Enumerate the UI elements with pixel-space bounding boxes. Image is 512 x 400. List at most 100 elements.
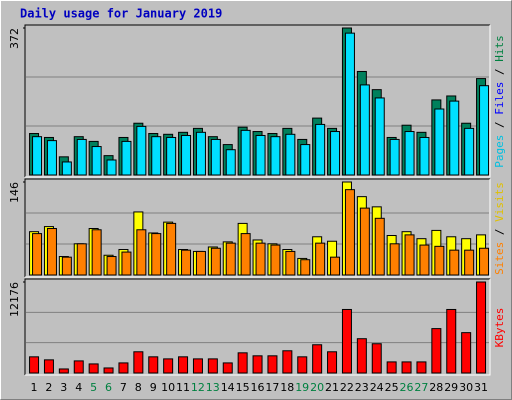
- side-label-part: Files: [493, 82, 506, 115]
- side-label-part: Hits: [493, 35, 506, 62]
- x-tick-label: 20: [310, 381, 324, 394]
- chart-title: Daily usage for January 2019: [20, 7, 222, 21]
- bar: [416, 361, 427, 374]
- bar: [195, 131, 206, 176]
- bar: [327, 351, 338, 374]
- x-tick-label: 31: [474, 381, 488, 394]
- bar: [240, 129, 251, 176]
- bar: [371, 343, 382, 374]
- bar: [76, 243, 87, 276]
- side-label: Sites / Visits: [493, 182, 506, 275]
- bar: [464, 249, 475, 276]
- bar: [449, 249, 460, 276]
- bar: [210, 247, 221, 276]
- x-tick-label: 29: [444, 381, 458, 394]
- bar: [252, 355, 263, 374]
- bar: [210, 138, 221, 176]
- bar: [151, 136, 162, 176]
- x-tick-label: 5: [90, 381, 97, 394]
- bar: [330, 256, 341, 276]
- x-tick-label: 7: [120, 381, 127, 394]
- bar: [419, 136, 430, 176]
- bar: [476, 281, 487, 374]
- side-label-part: /: [493, 115, 506, 135]
- bar: [106, 256, 117, 276]
- side-label-part: Visits: [493, 182, 506, 222]
- panel-edge-dark: [24, 24, 490, 177]
- x-tick-label: 23: [355, 381, 369, 394]
- bar: [389, 138, 400, 176]
- bar: [32, 233, 43, 276]
- x-tick-label: 22: [340, 381, 354, 394]
- bar: [58, 368, 69, 374]
- bar: [255, 134, 266, 176]
- x-tick-label: 14: [221, 381, 235, 394]
- x-tick-label: 9: [150, 381, 157, 394]
- bar: [133, 351, 144, 374]
- bar: [312, 344, 323, 374]
- panel-edge-light: [25, 279, 491, 376]
- bar: [255, 242, 266, 276]
- bar: [431, 328, 442, 374]
- bar: [464, 127, 475, 176]
- panel-edge-light: [25, 179, 491, 278]
- bar: [136, 229, 147, 276]
- bar: [386, 361, 397, 374]
- bar: [434, 245, 445, 276]
- y-tick-label: 12176: [8, 282, 21, 317]
- x-tick-label: 30: [459, 381, 473, 394]
- bar: [46, 140, 57, 176]
- bar: [449, 100, 460, 176]
- side-label: KBytes: [493, 308, 506, 348]
- bar: [285, 250, 296, 276]
- x-tick-label: 17: [265, 381, 279, 394]
- bar: [344, 189, 355, 276]
- x-tick-label: 27: [414, 381, 428, 394]
- bar: [315, 123, 326, 176]
- bar: [356, 338, 367, 374]
- x-tick-label: 13: [206, 381, 220, 394]
- bar: [225, 242, 236, 276]
- bar: [401, 361, 412, 374]
- side-label-part: Sites: [493, 242, 506, 275]
- bar: [270, 244, 281, 276]
- bar: [341, 308, 352, 374]
- bar: [166, 222, 177, 276]
- bar: [479, 247, 490, 276]
- bar: [270, 136, 281, 176]
- side-label-part: Pages: [493, 135, 506, 168]
- bar: [181, 249, 192, 276]
- bar: [73, 360, 84, 374]
- x-tick-label: 18: [280, 381, 294, 394]
- bar: [61, 256, 72, 276]
- bar: [178, 356, 189, 374]
- x-tick-label: 24: [370, 381, 384, 394]
- bar: [106, 159, 117, 176]
- x-tick-label: 3: [60, 381, 67, 394]
- x-tick-label: 15: [236, 381, 250, 394]
- x-tick-label: 19: [295, 381, 309, 394]
- bar: [32, 136, 43, 176]
- panel-edge-dark: [24, 278, 490, 375]
- x-tick-label: 2: [45, 381, 52, 394]
- bar: [222, 362, 233, 374]
- bar: [192, 358, 203, 374]
- panel-edge-dark: [24, 178, 490, 277]
- x-tick-label: 10: [161, 381, 175, 394]
- bar: [163, 358, 174, 374]
- bar: [46, 228, 57, 276]
- side-label: Pages / Files / Hits: [493, 35, 506, 168]
- x-tick-label: 25: [385, 381, 399, 394]
- bar: [374, 217, 385, 276]
- bar: [315, 242, 326, 276]
- x-tick-label: 6: [105, 381, 112, 394]
- bar: [434, 108, 445, 176]
- side-label-part: KBytes: [493, 308, 506, 348]
- x-tick-label: 4: [75, 381, 82, 394]
- bar: [151, 233, 162, 276]
- bar: [344, 32, 355, 176]
- bar: [446, 308, 457, 374]
- side-label-part: /: [493, 62, 506, 82]
- bar: [121, 140, 132, 176]
